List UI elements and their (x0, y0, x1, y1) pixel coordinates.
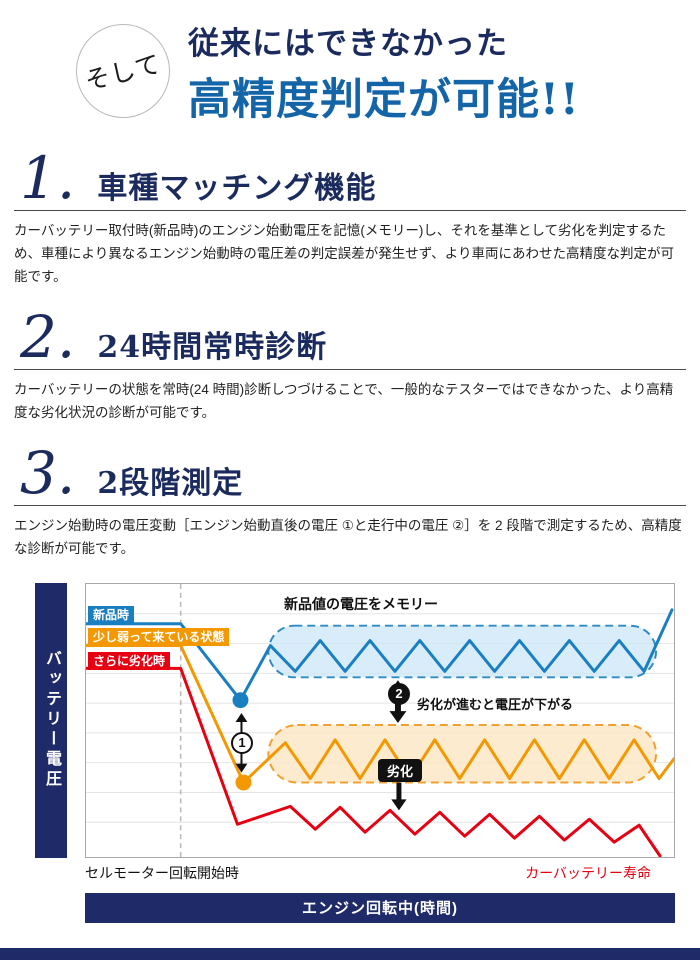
marker-1-badge: 1 (231, 731, 253, 754)
feature-3-body: エンジン始動時の電圧変動［エンジン始動直後の電圧 ①と走行中の電圧 ②］を 2 … (14, 517, 682, 556)
feature-1-title: 車種マッチング機能 (97, 171, 377, 206)
feature-section-3: 3. 2段階測定 エンジン始動時の電圧変動［エンジン始動直後の電圧 ①と走行中の… (14, 438, 686, 561)
legend-weak-label: 少し弱って来ている状態 (88, 627, 230, 646)
feature-1-number: 1. (20, 144, 76, 212)
badge-label: そして (82, 49, 165, 96)
feature-2-title: 24時間常時診断 (97, 329, 328, 365)
feature-3-number: 3. (20, 438, 76, 507)
hero-subtitle: 従来にはできなかった (188, 26, 508, 62)
battery-voltage-chart: バッテリー電圧 新品時 少し弱って来ている状態 さらに劣化時 新品値の電圧をメモ… (0, 582, 700, 923)
memory-annotation: 新品値の電圧をメモリー (284, 595, 438, 612)
x-axis-left-note: セルモーター回転開始時 (85, 864, 239, 881)
voltage-drop-annotation: 劣化が進むと電圧が下がる (417, 696, 574, 712)
hero-title: 高精度判定が可能!! (188, 75, 580, 125)
hero: そして 従来にはできなかった 高精度判定が可能!! (0, 0, 700, 152)
feature-1-heading: 1. 車種マッチング機能 (14, 144, 686, 212)
y-axis-label: バッテリー電圧 (43, 650, 60, 791)
y-axis-bar: バッテリー電圧 (35, 582, 67, 858)
chart-body: バッテリー電圧 新品時 少し弱って来ている状態 さらに劣化時 新品値の電圧をメモ… (35, 582, 700, 858)
marker-2-badge: 2 (388, 682, 410, 705)
hero-text: 従来にはできなかった 高精度判定が可能!! (0, 0, 700, 127)
plot-area: 新品時 少し弱って来ている状態 さらに劣化時 新品値の電圧をメモリー 劣化が進む… (85, 582, 675, 858)
feature-section-1: 1. 車種マッチング機能 カーバッテリー取付時(新品時)のエンジン始動電圧を記憶… (14, 144, 686, 289)
feature-2-heading: 2. 24時間常時診断 (14, 302, 686, 371)
feature-3-title: 2段階測定 (97, 465, 244, 501)
x-axis-bar: エンジン回転中(時間) (85, 892, 675, 923)
soshite-badge: そして (76, 24, 170, 118)
feature-section-2: 2. 24時間常時診断 カーバッテリーの状態を常時(24 時間)診断しつづけるこ… (14, 302, 686, 425)
plot-svg (86, 583, 674, 857)
x-axis-right-note: カーバッテリー寿命 (525, 864, 651, 881)
feature-2-body: カーバッテリーの状態を常時(24 時間)診断しつづけることで、一般的なテスターで… (14, 381, 674, 420)
feature-1-body: カーバッテリー取付時(新品時)のエンジン始動電圧を記憶(メモリー)し、それを基準… (14, 223, 675, 284)
legend-new-label: 新品時 (88, 605, 135, 624)
legend-degraded-label: さらに劣化時 (88, 651, 171, 670)
footer-stripe (0, 948, 700, 960)
feature-2-number: 2. (20, 302, 76, 371)
x-axis-notes: セルモーター回転開始時 カーバッテリー寿命 (85, 863, 675, 883)
feature-3-heading: 3. 2段階測定 (14, 438, 686, 507)
deterioration-label: 劣化 (378, 758, 423, 782)
